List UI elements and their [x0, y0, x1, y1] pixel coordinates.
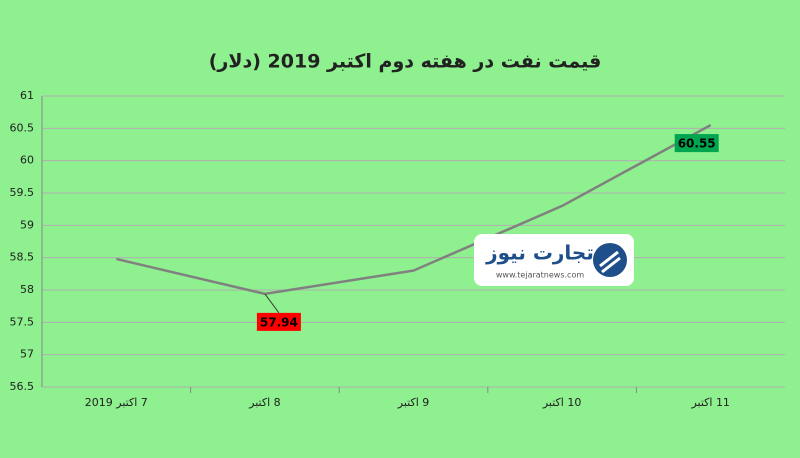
x-tick-label: 9 اکتبر — [397, 396, 430, 409]
x-tick-label: 10 اکتبر — [542, 396, 582, 409]
label-leader — [264, 293, 280, 314]
x-tick-label: 8 اکتبر — [248, 396, 281, 409]
y-tick-label: 57 — [20, 348, 34, 361]
data-label: 57.94 — [260, 315, 298, 329]
watermark: تجارت نیوز www.tejaratnews.com — [474, 234, 634, 286]
label-box — [256, 312, 301, 331]
label-box — [674, 134, 719, 153]
y-tick-label: 59.5 — [10, 186, 35, 199]
watermark-url: www.tejaratnews.com — [496, 271, 584, 280]
y-tick-label: 60 — [20, 154, 34, 167]
x-tick-label: 7 اکتبر 2019 — [85, 396, 148, 409]
y-tick-label: 59 — [20, 218, 34, 231]
watermark-icon-lines — [599, 250, 621, 274]
watermark-name: تجارت نیوز — [485, 241, 594, 265]
y-tick-label: 58 — [20, 283, 34, 296]
watermark-box — [474, 234, 634, 286]
chart-title: قیمت نفت در هفته دوم اکتبر 2019 (دلار) — [209, 51, 602, 73]
y-tick-label: 58.5 — [10, 251, 35, 264]
y-tick-label: 60.5 — [10, 121, 35, 134]
y-tick-label: 57.5 — [10, 315, 35, 328]
data-label: 60.55 — [678, 137, 716, 151]
x-tick-label: 11 اکتبر — [690, 396, 730, 409]
y-tick-label: 56.5 — [10, 380, 35, 393]
y-tick-label: 61 — [20, 89, 34, 102]
data-line — [116, 124, 712, 296]
